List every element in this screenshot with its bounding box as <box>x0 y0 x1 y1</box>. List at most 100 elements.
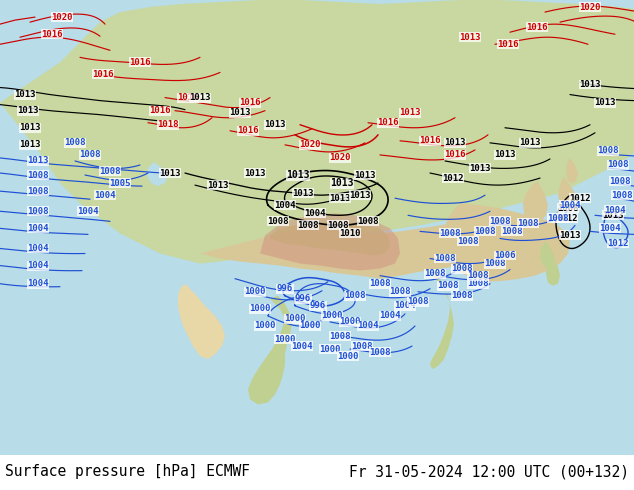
Text: 1008: 1008 <box>329 332 351 341</box>
PathPatch shape <box>566 158 578 183</box>
PathPatch shape <box>430 271 454 369</box>
Text: 1004: 1004 <box>27 279 49 288</box>
Text: 1013: 1013 <box>349 191 371 199</box>
Text: 1000: 1000 <box>244 287 266 296</box>
Text: 1016: 1016 <box>419 136 441 146</box>
Text: 1000: 1000 <box>254 321 276 330</box>
Text: 1004: 1004 <box>94 191 116 199</box>
Text: 1008: 1008 <box>467 279 489 288</box>
Text: 1020: 1020 <box>51 13 73 22</box>
Text: 1013: 1013 <box>399 108 421 117</box>
Text: 1008: 1008 <box>611 191 633 199</box>
PathPatch shape <box>270 221 390 255</box>
PathPatch shape <box>147 163 168 186</box>
Text: 1020: 1020 <box>579 2 601 12</box>
PathPatch shape <box>200 221 510 279</box>
Text: 1008: 1008 <box>437 281 459 290</box>
Text: 1000: 1000 <box>249 304 271 313</box>
Text: 1013: 1013 <box>14 90 36 99</box>
Text: 1008: 1008 <box>407 297 429 306</box>
Text: 1016: 1016 <box>129 58 151 67</box>
Text: 1016: 1016 <box>93 70 113 79</box>
Text: 1008: 1008 <box>547 214 569 223</box>
Text: 1008: 1008 <box>357 217 378 226</box>
Text: 1005: 1005 <box>109 178 131 188</box>
Text: 1013: 1013 <box>17 106 39 115</box>
PathPatch shape <box>0 0 634 264</box>
Text: 1008: 1008 <box>268 217 288 226</box>
Text: 1004: 1004 <box>27 244 49 253</box>
Text: 1013: 1013 <box>19 140 41 149</box>
Text: 1016: 1016 <box>497 40 519 49</box>
Text: 1000: 1000 <box>320 344 340 354</box>
Text: 1016: 1016 <box>41 30 63 39</box>
Text: 1008: 1008 <box>609 176 631 186</box>
PathPatch shape <box>540 242 555 269</box>
Text: 1008: 1008 <box>100 167 120 175</box>
Text: 996: 996 <box>295 294 311 303</box>
Text: 1013: 1013 <box>27 156 49 166</box>
Text: 1000: 1000 <box>339 318 361 326</box>
Text: 1013: 1013 <box>230 108 251 117</box>
Text: 1000: 1000 <box>299 321 321 330</box>
Text: 1008: 1008 <box>457 237 479 246</box>
PathPatch shape <box>260 213 400 270</box>
Text: 1004: 1004 <box>304 209 326 218</box>
Text: 1008: 1008 <box>517 219 539 228</box>
Text: 1008: 1008 <box>451 291 473 300</box>
Text: 1013: 1013 <box>459 33 481 42</box>
Text: 1008: 1008 <box>607 161 629 170</box>
Text: 1008: 1008 <box>467 271 489 280</box>
Text: 1013: 1013 <box>330 178 354 188</box>
Text: 1008: 1008 <box>351 342 373 350</box>
Text: 1008: 1008 <box>424 269 446 278</box>
Text: 1008: 1008 <box>344 291 366 300</box>
Text: 1008: 1008 <box>597 147 619 155</box>
Text: 1013: 1013 <box>602 211 624 220</box>
Text: 1008: 1008 <box>79 150 101 159</box>
Text: 1013: 1013 <box>244 169 266 177</box>
Text: 1004: 1004 <box>559 201 581 210</box>
PathPatch shape <box>546 257 560 286</box>
Text: 1013: 1013 <box>444 138 466 147</box>
Text: 1008: 1008 <box>27 187 49 196</box>
Text: 1013: 1013 <box>594 98 616 107</box>
Text: 1016: 1016 <box>149 106 171 115</box>
Text: 1000: 1000 <box>321 311 343 320</box>
Text: Surface pressure [hPa] ECMWF: Surface pressure [hPa] ECMWF <box>5 464 250 479</box>
Text: 1013: 1013 <box>207 181 229 190</box>
Text: 1004: 1004 <box>77 207 99 216</box>
Text: 1013: 1013 <box>19 123 41 132</box>
Text: 1008: 1008 <box>369 347 391 357</box>
Text: 996: 996 <box>310 301 326 310</box>
Text: 1013: 1013 <box>519 138 541 147</box>
Text: 1013: 1013 <box>579 80 601 89</box>
Text: 1008: 1008 <box>557 204 579 213</box>
Text: 1016: 1016 <box>239 98 261 107</box>
Text: 1008: 1008 <box>434 254 456 263</box>
Text: 1004: 1004 <box>357 321 378 330</box>
Text: Fr 31-05-2024 12:00 UTC (00+132): Fr 31-05-2024 12:00 UTC (00+132) <box>349 464 629 479</box>
Text: 1000: 1000 <box>275 335 295 343</box>
Text: 1008: 1008 <box>369 279 391 288</box>
Text: 1016: 1016 <box>444 150 466 159</box>
Text: 1008: 1008 <box>327 221 349 230</box>
Text: 1010: 1010 <box>339 229 361 238</box>
Text: 1004: 1004 <box>604 206 626 215</box>
Text: 1012: 1012 <box>443 173 463 183</box>
Text: 1008: 1008 <box>27 207 49 216</box>
PathPatch shape <box>523 181 548 223</box>
Text: 1013: 1013 <box>159 169 181 177</box>
Text: 1012: 1012 <box>607 239 629 248</box>
Text: 1018: 1018 <box>157 120 179 129</box>
PathPatch shape <box>558 177 578 213</box>
Text: 1013: 1013 <box>354 171 376 179</box>
Text: 1016: 1016 <box>237 126 259 135</box>
Text: 1008: 1008 <box>64 138 86 147</box>
Text: 1008: 1008 <box>501 227 523 236</box>
PathPatch shape <box>248 296 292 404</box>
Text: 1013: 1013 <box>469 164 491 172</box>
Text: 1008: 1008 <box>474 227 496 236</box>
PathPatch shape <box>178 284 225 359</box>
Text: 996: 996 <box>277 284 293 293</box>
